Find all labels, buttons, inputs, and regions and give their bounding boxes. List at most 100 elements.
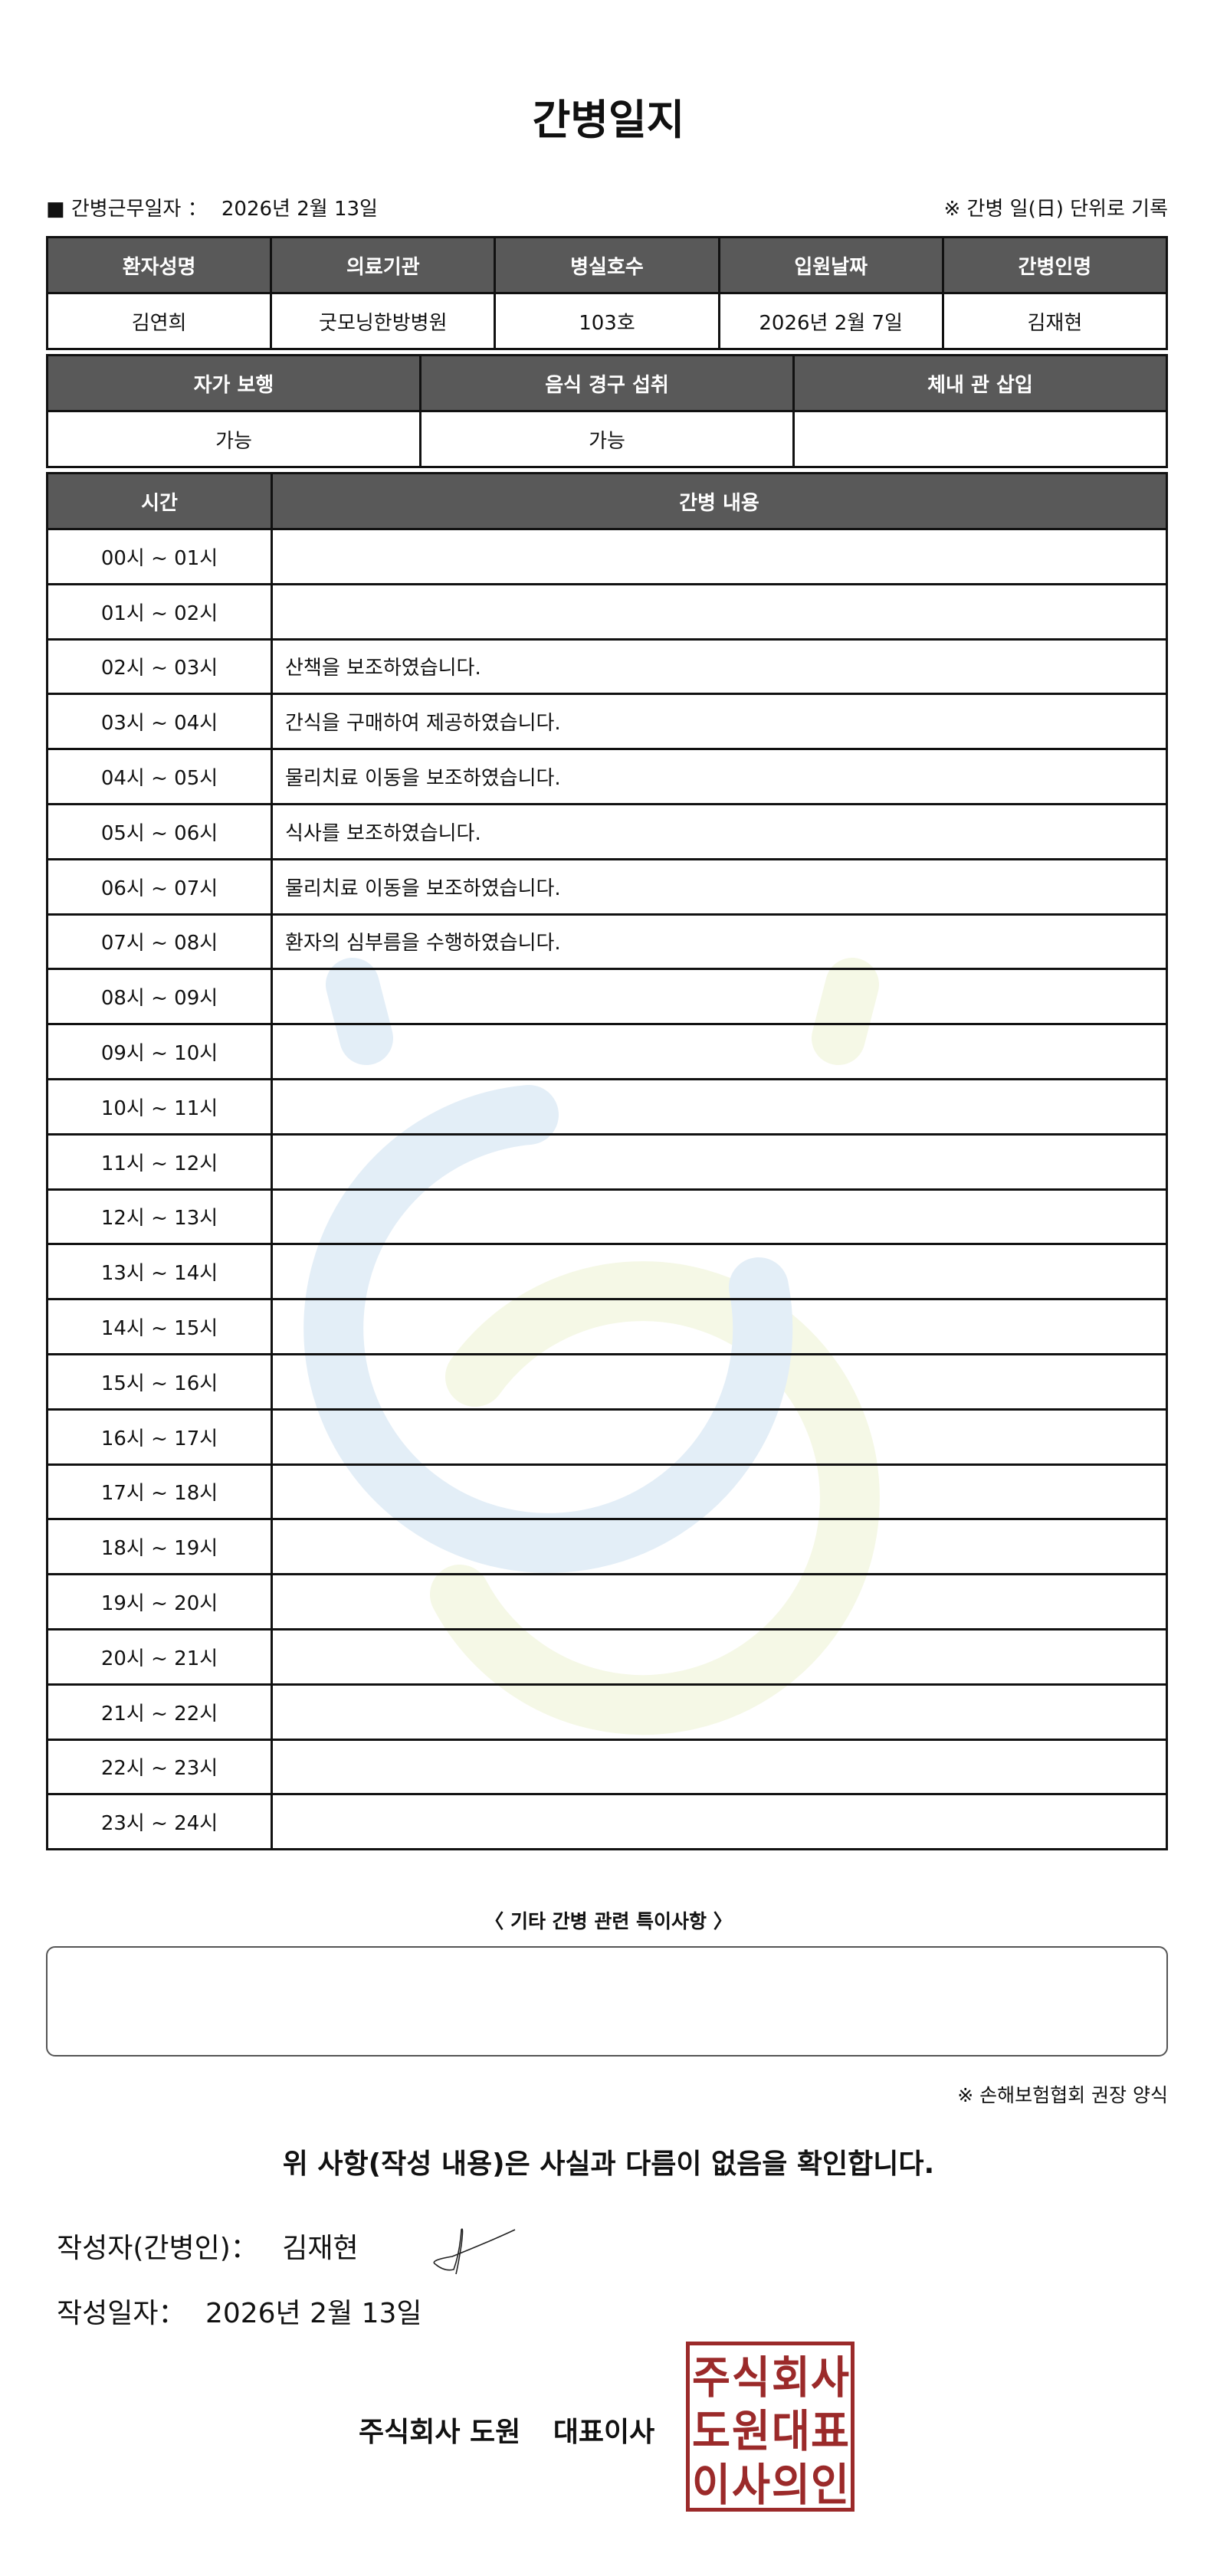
table-row: 17시 ~ 18시: [46, 1463, 1168, 1521]
header-hospital: 의료기관: [270, 236, 497, 294]
time-slot: 12시 ~ 13시: [46, 1188, 273, 1246]
notes-label: 〈 기타 간병 관련 특이사항 〉: [484, 1910, 733, 1932]
care-content[interactable]: [271, 528, 1168, 585]
table-row: 05시 ~ 06시 식사를 보조하였습니다.: [46, 802, 1168, 860]
table-row: 07시 ~ 08시 환자의 심부름을 수행하였습니다.: [46, 913, 1168, 971]
care-content[interactable]: [271, 1077, 1168, 1136]
care-content[interactable]: [271, 1627, 1168, 1686]
writer-name: 김재현: [282, 2233, 359, 2264]
time-slot: 15시 ~ 16시: [46, 1352, 273, 1411]
table-row: 22시 ~ 23시: [46, 1738, 1168, 1796]
seal-glyphs: 주 식 회 사 도 원 대 표 이 사 의 인: [692, 2352, 849, 2511]
care-log-table: 시간 간병 내용 00시 ~ 01시 01시 ~ 02시 02시 ~ 03시 산책을 …: [46, 472, 1168, 1851]
header-admission-date: 입원날짜: [717, 236, 944, 294]
care-content[interactable]: [271, 1463, 1168, 1521]
svg-text:주: 주: [692, 2352, 730, 2404]
care-content[interactable]: 물리치료 이동을 보조하였습니다.: [271, 748, 1168, 805]
table-row: 02시 ~ 03시 산책을 보조하였습니다.: [46, 637, 1168, 696]
work-date-label: ■ 간병근무일자 ：: [46, 198, 208, 221]
table-row: 16시 ~ 17시: [46, 1408, 1168, 1466]
svg-text:인: 인: [811, 2459, 849, 2508]
company-name: 주식회사 도원: [359, 2417, 521, 2448]
time-slot: 10시 ~ 11시: [46, 1077, 273, 1136]
svg-text:회: 회: [772, 2352, 810, 2404]
room-number: 103호: [494, 292, 720, 350]
care-content[interactable]: [271, 1408, 1168, 1466]
time-slot: 14시 ~ 15시: [46, 1298, 273, 1355]
header-tube: 체내 관 삽입: [792, 354, 1168, 412]
table-row: 13시 ~ 14시: [46, 1243, 1168, 1301]
care-content[interactable]: [271, 1298, 1168, 1355]
svg-text:표: 표: [811, 2405, 849, 2457]
table-row: 01시 ~ 02시: [46, 582, 1168, 641]
time-slot: 23시 ~ 24시: [46, 1793, 273, 1851]
care-content[interactable]: [271, 1518, 1168, 1576]
table-row: 23시 ~ 24시: [46, 1793, 1168, 1851]
care-content[interactable]: 산책을 보조하였습니다.: [271, 637, 1168, 696]
table-row: 04시 ~ 05시 물리치료 이동을 보조하였습니다.: [46, 748, 1168, 805]
tube-value: [792, 410, 1168, 468]
care-content[interactable]: [271, 1573, 1168, 1630]
signature: [433, 2228, 516, 2275]
time-slot: 07시 ~ 08시: [46, 913, 273, 971]
svg-text:식: 식: [732, 2352, 770, 2404]
table-row: 20시 ~ 21시: [46, 1627, 1168, 1686]
patient-info-table: 환자성명 의료기관 병실호수 입원날짜 간병인명 김연희 굿모닝한방병원 103…: [45, 236, 1169, 350]
header-time: 시간: [46, 472, 273, 530]
admission-date: 2026년 2월 7일: [717, 292, 944, 350]
table-row: 12시 ~ 13시: [46, 1188, 1168, 1246]
svg-text:도: 도: [692, 2405, 730, 2457]
care-content[interactable]: [271, 1132, 1168, 1191]
care-content[interactable]: 간식을 구매하여 제공하였습니다.: [271, 693, 1168, 751]
header-room: 병실호수: [494, 236, 720, 294]
care-content[interactable]: [271, 1738, 1168, 1796]
care-content[interactable]: 환자의 심부름을 수행하였습니다.: [271, 913, 1168, 971]
time-slot: 18시 ~ 19시: [46, 1518, 273, 1576]
time-slot: 20시 ~ 21시: [46, 1627, 273, 1686]
care-content[interactable]: [271, 1683, 1168, 1741]
care-content[interactable]: [271, 1023, 1168, 1080]
time-slot: 06시 ~ 07시: [46, 857, 273, 916]
table-row: 03시 ~ 04시 간식을 구매하여 제공하였습니다.: [46, 693, 1168, 751]
ceo-label: 대표이사: [553, 2417, 655, 2448]
work-date: ■ 간병근무일자 ： 2026년 2월 13일: [46, 193, 378, 221]
writer-label: 작성자(간병인)：: [57, 2233, 258, 2264]
table-row: 14시 ~ 15시: [46, 1298, 1168, 1355]
header-content: 간병 내용: [271, 472, 1168, 530]
care-content[interactable]: [271, 1352, 1168, 1411]
care-content[interactable]: [271, 1188, 1168, 1246]
notes-box[interactable]: [46, 1946, 1168, 2057]
table-row: 00시 ~ 01시: [46, 528, 1168, 585]
time-slot: 01시 ~ 02시: [46, 582, 273, 641]
time-slot: 00시 ~ 01시: [46, 528, 273, 585]
table-row: 18시 ~ 19시: [46, 1518, 1168, 1576]
header-walking: 자가 보행: [46, 354, 422, 412]
time-slot: 21시 ~ 22시: [46, 1683, 273, 1741]
page-title: 간병일지: [532, 96, 685, 144]
care-content[interactable]: [271, 1243, 1168, 1301]
svg-text:이: 이: [692, 2459, 730, 2508]
care-content[interactable]: [271, 968, 1168, 1026]
patient-name: 김연희: [45, 292, 273, 350]
recommend-note: ※ 손해보험협회 권장 양식: [957, 2084, 1168, 2106]
svg-text:대: 대: [772, 2405, 810, 2457]
care-content[interactable]: 식사를 보조하였습니다.: [271, 802, 1168, 860]
care-content[interactable]: 물리치료 이동을 보조하였습니다.: [271, 857, 1168, 916]
write-date: 작성일자： 2026년 2월 13일: [57, 2291, 422, 2331]
hospital: 굿모닝한방병원: [270, 292, 497, 350]
walking-value: 가능: [46, 410, 422, 468]
time-slot: 22시 ~ 23시: [46, 1738, 273, 1796]
table-row: 11시 ~ 12시: [46, 1132, 1168, 1191]
table-row: 21시 ~ 22시: [46, 1683, 1168, 1741]
care-content[interactable]: [271, 1793, 1168, 1851]
header-patient-name: 환자성명: [45, 236, 273, 294]
record-note: ※ 간병 일(日) 단위로 기록: [943, 198, 1169, 221]
table-row: 19시 ~ 20시: [46, 1573, 1168, 1630]
header-oral-intake: 음식 경구 섭취: [419, 354, 795, 412]
svg-text:사: 사: [732, 2459, 770, 2508]
table-header-row: 시간 간병 내용: [46, 472, 1168, 530]
time-slot: 16시 ~ 17시: [46, 1408, 273, 1466]
header-caregiver: 간병인명: [941, 236, 1169, 294]
time-slot: 02시 ~ 03시: [46, 637, 273, 696]
care-content[interactable]: [271, 582, 1168, 641]
